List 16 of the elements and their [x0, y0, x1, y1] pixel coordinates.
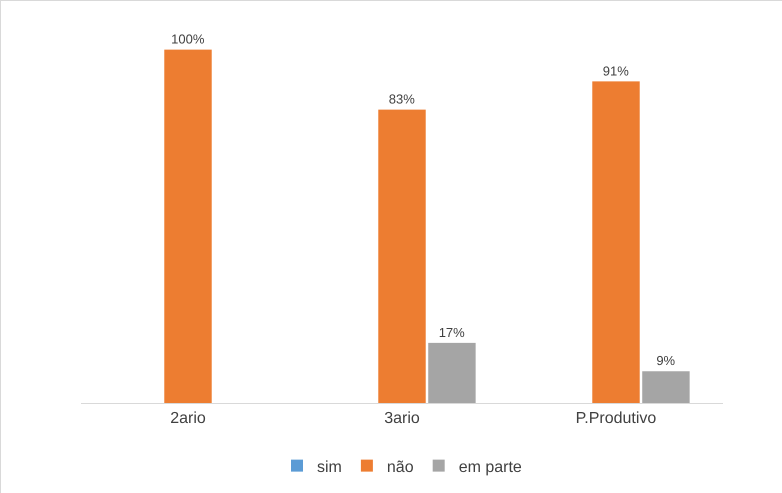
- x-tick-label: P.Produtivo: [576, 410, 656, 428]
- x-tick-label: 2ario: [170, 410, 206, 428]
- bar: [378, 110, 426, 403]
- legend-label: não: [386, 458, 414, 476]
- data-label: 83%: [388, 92, 416, 107]
- data-label: 17%: [438, 324, 466, 340]
- legend-label: em parte: [458, 458, 522, 476]
- bar: [428, 342, 476, 403]
- data-label: 9%: [656, 353, 676, 368]
- bar: [164, 50, 212, 403]
- bar: [642, 371, 690, 403]
- legend-label: sim: [317, 458, 342, 476]
- x-tick-label: 3ario: [384, 410, 420, 428]
- data-label: 91%: [602, 63, 630, 78]
- data-label: 100%: [171, 32, 205, 47]
- bar: [592, 81, 640, 403]
